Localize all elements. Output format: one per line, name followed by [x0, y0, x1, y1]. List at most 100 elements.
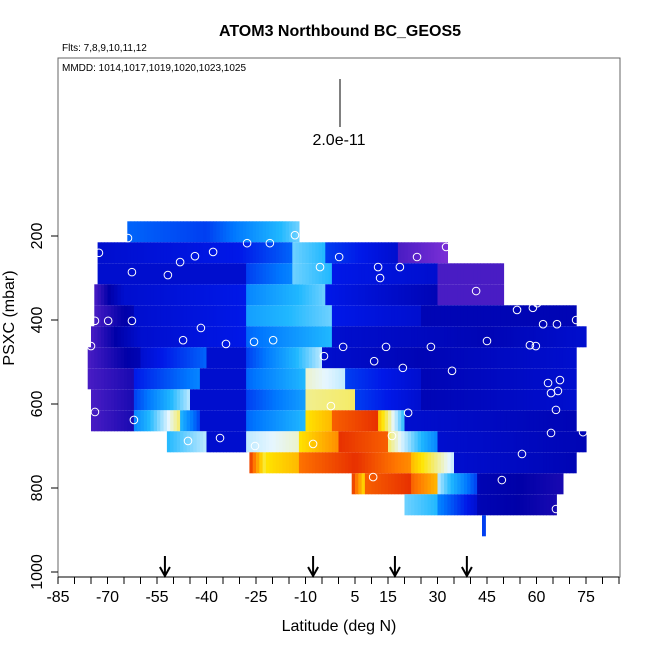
heatmap-cell — [147, 347, 151, 369]
heatmap-cell — [133, 410, 138, 432]
heatmap-cell — [97, 368, 102, 390]
heatmap-cell — [434, 389, 439, 411]
heatmap-cell — [566, 326, 571, 348]
heatmap-cell — [424, 452, 429, 474]
heatmap-cell — [421, 305, 425, 327]
heatmap-cell — [331, 368, 336, 390]
heatmap-cell — [328, 284, 333, 306]
heatmap-cell — [556, 368, 561, 390]
heatmap-cell — [242, 326, 247, 348]
heatmap-cell — [513, 452, 518, 474]
heatmap-cell — [533, 452, 538, 474]
heatmap-cell — [424, 410, 429, 432]
heatmap-cell — [315, 410, 320, 432]
heatmap-cell — [397, 326, 402, 348]
heatmap-cell — [209, 284, 214, 306]
heatmap-cell — [500, 368, 505, 390]
heatmap-cell — [213, 326, 217, 348]
heatmap-cell — [107, 389, 112, 411]
heatmap-cell — [368, 368, 373, 390]
heatmap-cell — [460, 431, 465, 453]
heatmap-cell — [265, 284, 270, 306]
heatmap-cell — [569, 410, 574, 432]
heatmap-cell — [374, 389, 379, 411]
heatmap-cell — [140, 242, 145, 264]
observation-point — [290, 230, 300, 240]
heatmap-cell — [302, 305, 307, 327]
heatmap-cell — [391, 242, 396, 264]
heatmap-cell — [272, 263, 277, 285]
heatmap-cell — [120, 284, 125, 306]
heatmap-cell — [262, 221, 267, 243]
heatmap-cell — [467, 473, 472, 495]
heatmap-cell — [483, 368, 488, 390]
heatmap-cell — [193, 431, 198, 453]
heatmap-cell — [467, 263, 472, 285]
heatmap-cell — [252, 389, 257, 411]
observation-point — [528, 303, 538, 313]
heatmap-cell — [269, 263, 274, 285]
heatmap-cell — [424, 368, 429, 390]
heatmap-cell — [496, 431, 501, 453]
heatmap-cell — [275, 431, 280, 453]
heatmap-cell — [140, 263, 145, 285]
heatmap-cell — [249, 431, 254, 453]
heatmap-cell — [516, 368, 521, 390]
heatmap-cell — [473, 452, 478, 474]
heatmap-cell — [457, 410, 462, 432]
heatmap-cell — [493, 473, 498, 495]
heatmap-cell — [137, 347, 142, 369]
heatmap-cell — [180, 389, 184, 411]
heatmap-cell — [493, 410, 498, 432]
heatmap-cell — [391, 263, 396, 285]
heatmap-cell — [503, 452, 508, 474]
heatmap-cell — [166, 221, 171, 243]
heatmap-cell — [137, 410, 142, 432]
heatmap-cell — [117, 242, 122, 264]
heatmap-cell — [262, 389, 267, 411]
heatmap-cell — [295, 389, 300, 411]
heatmap-cell — [463, 473, 468, 495]
heatmap-cell — [470, 473, 475, 495]
heatmap-cell — [463, 326, 468, 348]
heatmap-cell — [285, 284, 290, 306]
heatmap-cell — [566, 347, 571, 369]
heatmap-cell — [183, 347, 188, 369]
heatmap-cell — [252, 221, 257, 243]
heatmap-cell — [516, 305, 521, 327]
heatmap-cell — [232, 389, 237, 411]
heatmap-cell — [546, 452, 551, 474]
heatmap-cell — [523, 473, 528, 495]
heatmap-cell — [480, 347, 485, 369]
heatmap-cell — [470, 494, 475, 516]
observation-point — [497, 475, 507, 485]
heatmap-cell — [473, 431, 478, 453]
heatmap-cell — [404, 284, 409, 306]
heatmap-cell — [209, 368, 214, 390]
observation-point — [265, 238, 275, 248]
heatmap-cell — [325, 389, 330, 411]
heatmap-cell — [345, 389, 349, 411]
heatmap-cell — [193, 305, 198, 327]
heatmap-cell — [345, 305, 349, 327]
heatmap-cell — [450, 431, 455, 453]
x-tick-label: -70 — [96, 589, 119, 606]
heatmap-cell — [124, 326, 128, 348]
heatmap-cell — [331, 263, 336, 285]
heatmap-cell — [371, 368, 376, 390]
heatmap-cell — [381, 347, 386, 369]
heatmap-cell — [562, 305, 567, 327]
heatmap-cell — [219, 368, 224, 390]
heatmap-cell — [355, 389, 359, 411]
heatmap-cell — [384, 452, 389, 474]
heatmap-cell — [556, 473, 561, 495]
heatmap-cell — [463, 284, 468, 306]
heatmap-cell — [229, 410, 234, 432]
heatmap-cell — [407, 284, 412, 306]
heatmap-cell — [252, 242, 257, 264]
heatmap-cell — [295, 368, 300, 390]
heatmap-cell — [437, 431, 442, 453]
heatmap-cell — [163, 368, 168, 390]
heatmap-cell — [348, 305, 353, 327]
heatmap-cell — [421, 326, 425, 348]
